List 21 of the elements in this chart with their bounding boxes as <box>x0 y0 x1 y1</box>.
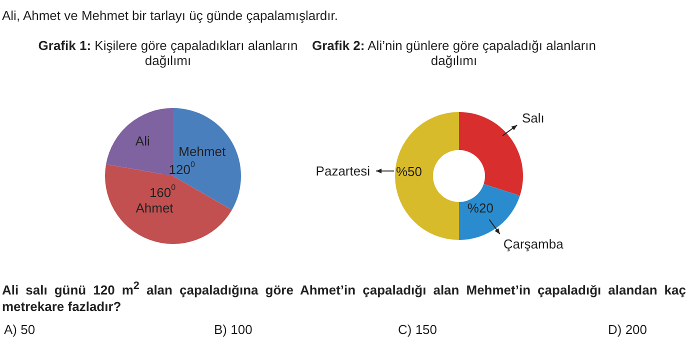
slice-label: Ahmet <box>136 200 174 216</box>
slice-label: Salı <box>522 110 544 126</box>
data-label: %20 <box>467 200 494 215</box>
data-label: %50 <box>396 164 422 178</box>
slice-label: Pazartesi <box>316 164 370 178</box>
donut-slice <box>459 184 520 240</box>
chart-title: Grafik 2: Ali’nin günlere göre çapaladığı alanların dağılımı <box>312 38 596 68</box>
slice-label: Ali <box>135 133 150 148</box>
data-label: 120$^{0}$ <box>168 160 196 176</box>
text: C) 150 <box>398 322 438 337</box>
text: Ali salı günü 120 m$^{2}$ alan çapaladığına göre Ahmet’in çapaladığı alan Mehmet’in çapaladığı alandan kaç metrekare fazladır? <box>2 280 686 314</box>
text: Ali, Ahmet ve Mehmet bir tarlayı üç günde çapalamışlardır. <box>2 8 338 23</box>
text: A) 50 <box>4 322 36 337</box>
donut-slice <box>395 112 459 240</box>
donut-slice <box>459 112 523 196</box>
data-label: 160$^{0}$ <box>149 183 176 200</box>
chart-title: Grafik 1: Kişilere göre çapaladıkları alanların dağılımı <box>38 38 298 68</box>
slice-label: Mehmet <box>178 144 226 159</box>
slice-label: Çarşamba <box>503 236 564 252</box>
text: D) 200 <box>608 322 648 337</box>
text: B) 100 <box>214 322 252 337</box>
